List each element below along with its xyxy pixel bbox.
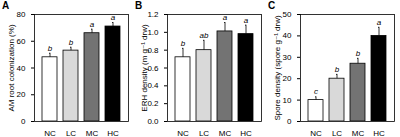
- svg-text:b: b: [48, 44, 53, 53]
- svg-text:NC: NC: [44, 129, 56, 137]
- svg-text:50: 50: [283, 10, 292, 19]
- svg-text:b: b: [356, 49, 361, 58]
- svg-text:0.4: 0.4: [147, 81, 159, 91]
- svg-text:60: 60: [17, 37, 26, 46]
- svg-text:a: a: [222, 13, 228, 23]
- svg-text:1.0: 1.0: [147, 27, 159, 37]
- svg-text:b: b: [335, 65, 340, 74]
- svg-text:0.0: 0.0: [147, 117, 159, 126]
- svg-text:ERH density (m g⁻¹ drw): ERH density (m g⁻¹ drw): [140, 24, 149, 112]
- svg-text:0.2: 0.2: [147, 99, 159, 109]
- svg-text:0: 0: [287, 117, 292, 126]
- svg-text:a: a: [90, 20, 95, 29]
- svg-text:b: b: [181, 39, 186, 48]
- svg-text:c: c: [314, 87, 318, 96]
- svg-text:40: 40: [17, 64, 26, 73]
- svg-text:LC: LC: [332, 129, 342, 137]
- html-text:A: A: [2, 0, 10, 11]
- svg-text:Spore density (spore g⁻¹ drw): Spore density (spore g⁻¹ drw): [273, 15, 282, 120]
- svg-text:HC: HC: [373, 129, 385, 137]
- svg-text:NC: NC: [177, 129, 189, 137]
- svg-text:ab: ab: [200, 31, 209, 40]
- html-text:C: C: [268, 0, 276, 11]
- svg-text:a: a: [244, 16, 249, 25]
- svg-text:0.6: 0.6: [147, 63, 159, 73]
- svg-text:NC: NC: [310, 129, 322, 137]
- svg-text:HC: HC: [107, 129, 119, 137]
- svg-text:0.8: 0.8: [147, 45, 159, 55]
- html-text:B: B: [135, 0, 143, 11]
- svg-text:1.2: 1.2: [147, 10, 159, 19]
- svg-text:HC: HC: [240, 129, 252, 137]
- svg-text:0: 0: [21, 117, 26, 126]
- svg-text:a: a: [110, 13, 116, 23]
- svg-text:20: 20: [17, 90, 26, 99]
- svg-text:10: 10: [283, 96, 292, 105]
- svg-text:40: 40: [283, 31, 292, 40]
- svg-text:80: 80: [17, 10, 26, 19]
- svg-text:a: a: [377, 18, 382, 27]
- svg-text:AM root colonization (%): AM root colonization (%): [7, 24, 16, 111]
- svg-text:30: 30: [283, 53, 292, 62]
- svg-text:b: b: [69, 38, 74, 47]
- svg-text:20: 20: [283, 74, 292, 83]
- svg-text:MC: MC: [219, 129, 232, 137]
- svg-text:MC: MC: [352, 129, 365, 137]
- svg-text:LC: LC: [66, 129, 76, 137]
- svg-text:MC: MC: [86, 129, 99, 137]
- svg-text:LC: LC: [199, 129, 209, 137]
